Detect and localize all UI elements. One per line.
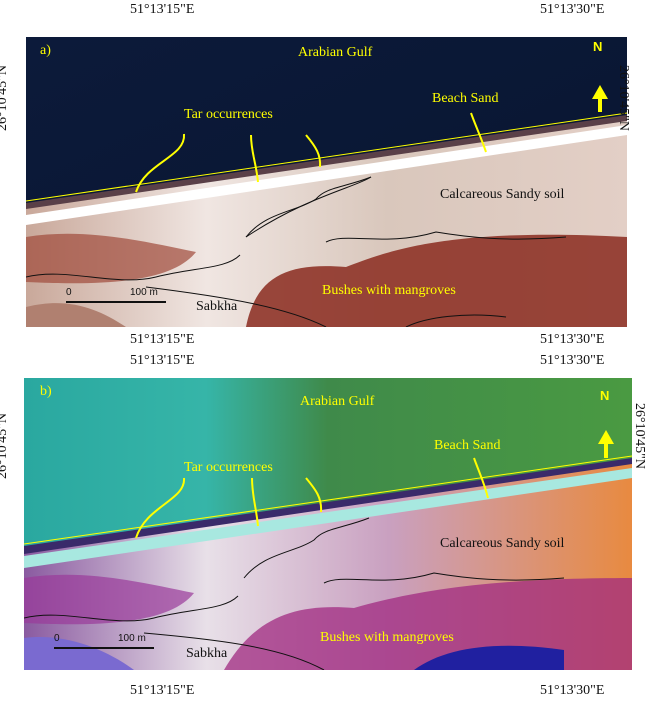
lon-label-top-right-a: 51°13'30"E: [540, 2, 605, 17]
scale-length-a: 100 m: [130, 287, 158, 298]
label-tar-b: Tar occurrences: [184, 460, 273, 475]
lat-label-left-b: 26°10'45"N: [0, 413, 10, 479]
label-soil-b: Calcareous Sandy soil: [440, 536, 565, 551]
false-color-image-b: [24, 378, 632, 670]
lat-label-right-b: 26°10'45"N: [631, 403, 647, 469]
label-soil-a: Calcareous Sandy soil: [440, 187, 565, 202]
panel-label-a: a): [40, 43, 51, 58]
north-label-a: N: [593, 39, 603, 54]
scale-zero-a: 0: [66, 287, 72, 298]
lon-label-bottom-right-b: 51°13'30"E: [540, 683, 605, 698]
label-sea-b: Arabian Gulf: [300, 394, 375, 409]
panel-label-b: b): [40, 384, 52, 399]
lat-label-left-a: 26°10'45"N: [0, 65, 10, 131]
lon-label-bottom-right-a: 51°13'30"E: [540, 332, 605, 347]
label-beach-b: Beach Sand: [434, 438, 501, 453]
label-sabkha-a: Sabkha: [196, 299, 238, 314]
north-label-b: N: [600, 388, 610, 403]
scale-zero-b: 0: [54, 633, 60, 644]
label-bushes-a: Bushes with mangroves: [322, 283, 456, 298]
lon-label-top-right-b: 51°13'30"E: [540, 353, 605, 368]
lon-label-bottom-left-a: 51°13'15"E: [130, 332, 195, 347]
map-panel-a: a) Arabian Gulf Beach Sand Tar occurrenc…: [26, 37, 627, 327]
lon-label-top-left-a: 51°13'15"E: [130, 2, 195, 17]
label-sabkha-b: Sabkha: [186, 646, 228, 661]
label-tar-a: Tar occurrences: [184, 107, 273, 122]
lon-label-bottom-left-b: 51°13'15"E: [130, 683, 195, 698]
label-sea-a: Arabian Gulf: [298, 45, 373, 60]
lat-label-right-a: 26°10'45"N: [615, 65, 631, 131]
lon-label-top-left-b: 51°13'15"E: [130, 353, 195, 368]
scale-length-b: 100 m: [118, 633, 146, 644]
label-beach-a: Beach Sand: [432, 91, 499, 106]
satellite-image-a: [26, 37, 627, 327]
north-arrow-a: [592, 85, 608, 112]
label-bushes-b: Bushes with mangroves: [320, 630, 454, 645]
map-panel-b: b) Arabian Gulf Beach Sand Tar occurrenc…: [24, 378, 632, 670]
north-arrow-b: [598, 430, 614, 458]
